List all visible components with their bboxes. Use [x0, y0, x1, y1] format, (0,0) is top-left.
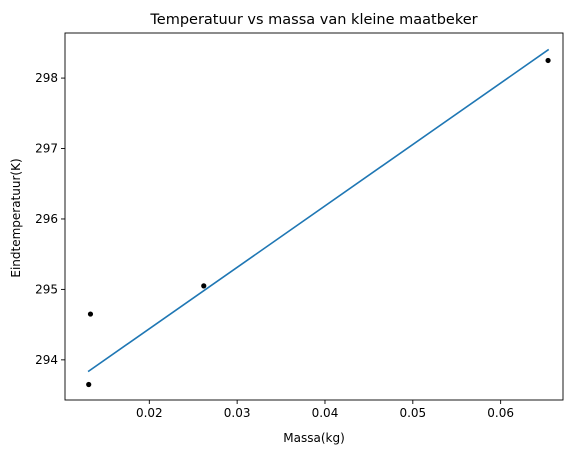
data-point — [87, 311, 94, 317]
plot-frame — [64, 32, 564, 401]
data-point — [545, 57, 551, 64]
y-tick-label: 294 — [35, 353, 58, 367]
x-tick-label: 0.03 — [224, 406, 251, 420]
x-tick-label: 0.02 — [136, 406, 163, 420]
x-tick-label: 0.05 — [399, 406, 426, 420]
x-axis-label: Massa(kg) — [283, 431, 345, 445]
x-tick-label: 0.04 — [312, 406, 339, 420]
y-tick-label: 297 — [35, 142, 58, 156]
data-point — [201, 283, 207, 289]
y-axis-label: Eindtemperatuur(K) — [9, 158, 23, 277]
x-tick-label: 0.06 — [487, 406, 514, 420]
y-tick-label: 295 — [35, 282, 58, 296]
plot-area: 0.02 0.03 0.04 0.05 0.06 294 295 296 297 298 — [35, 32, 564, 420]
y-tick-label: 298 — [35, 71, 58, 85]
y-tick-label: 296 — [35, 212, 58, 226]
data-point — [86, 381, 92, 388]
chart-title: Temperatuur vs massa van kleine maatbeke… — [149, 12, 477, 28]
fit-line — [87, 48, 550, 373]
